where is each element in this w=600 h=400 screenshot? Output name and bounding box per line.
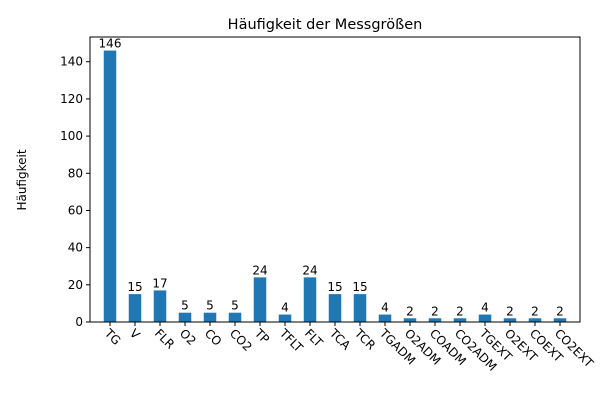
x-tick-label-v: V <box>127 326 143 342</box>
bar-tca <box>328 294 342 322</box>
y-tick-label: 0 <box>75 315 83 329</box>
bar-o2adm <box>403 318 417 322</box>
x-tick-label-tcr: TCR <box>351 326 378 353</box>
bar-tp <box>253 277 267 322</box>
data-label-o2: 5 <box>181 299 189 313</box>
bar-v <box>128 294 142 322</box>
x-tick-label-tca: TCA <box>326 326 354 354</box>
bar-tflt <box>278 314 292 322</box>
data-label-tcr: 15 <box>352 280 367 294</box>
x-tick-label-co2: CO2 <box>227 326 255 354</box>
chart-title: Häufigkeit der Messgrößen <box>228 17 423 33</box>
data-label-coadm: 2 <box>431 304 439 318</box>
x-tick-label-tflt: TFLT <box>276 326 306 356</box>
y-tick-label: 140 <box>60 55 83 69</box>
bar-coext <box>528 318 542 322</box>
x-tick-label-flt: FLT <box>302 326 326 350</box>
data-label-co2ext: 2 <box>556 304 564 318</box>
bar-coadm <box>428 318 442 322</box>
bar-co2adm <box>453 318 467 322</box>
data-label-tg: 146 <box>99 37 122 51</box>
bar-flr <box>153 290 167 322</box>
bar-co2ext <box>553 318 567 322</box>
y-tick-label: 40 <box>68 241 83 255</box>
bar-tcr <box>353 294 367 322</box>
bar-tgadm <box>378 314 392 322</box>
data-label-coext: 2 <box>531 304 539 318</box>
x-tick-label-tg: TG <box>101 326 123 348</box>
y-tick-label: 80 <box>68 166 83 180</box>
data-label-co2: 5 <box>231 299 239 313</box>
bar-co <box>203 312 217 322</box>
data-label-tflt: 4 <box>281 301 289 315</box>
data-label-flr: 17 <box>152 276 167 290</box>
data-label-flt: 24 <box>302 263 317 277</box>
x-tick-label-o2: O2 <box>177 326 199 348</box>
bar-flt <box>303 277 317 322</box>
x-tick-label-co: CO <box>202 326 225 349</box>
data-label-tca: 15 <box>327 280 342 294</box>
data-label-v: 15 <box>127 280 142 294</box>
data-label-co: 5 <box>206 299 214 313</box>
data-label-co2adm: 2 <box>456 304 464 318</box>
data-label-o2adm: 2 <box>406 304 414 318</box>
bar-o2 <box>178 312 192 322</box>
y-axis-label: Häufigkeit <box>15 149 29 210</box>
bar-tg <box>103 50 117 322</box>
data-label-tp: 24 <box>252 263 267 277</box>
data-label-tgadm: 4 <box>381 301 389 315</box>
bar-o2ext <box>503 318 517 322</box>
data-label-o2ext: 2 <box>506 304 514 318</box>
y-tick-label: 60 <box>68 203 83 217</box>
x-tick-label-flr: FLR <box>152 326 177 351</box>
bar-co2 <box>228 312 242 322</box>
bar-tgext <box>478 314 492 322</box>
y-tick-label: 20 <box>68 278 83 292</box>
y-tick-label: 120 <box>60 92 83 106</box>
y-tick-label: 100 <box>60 129 83 143</box>
data-label-tgext: 4 <box>481 301 489 315</box>
